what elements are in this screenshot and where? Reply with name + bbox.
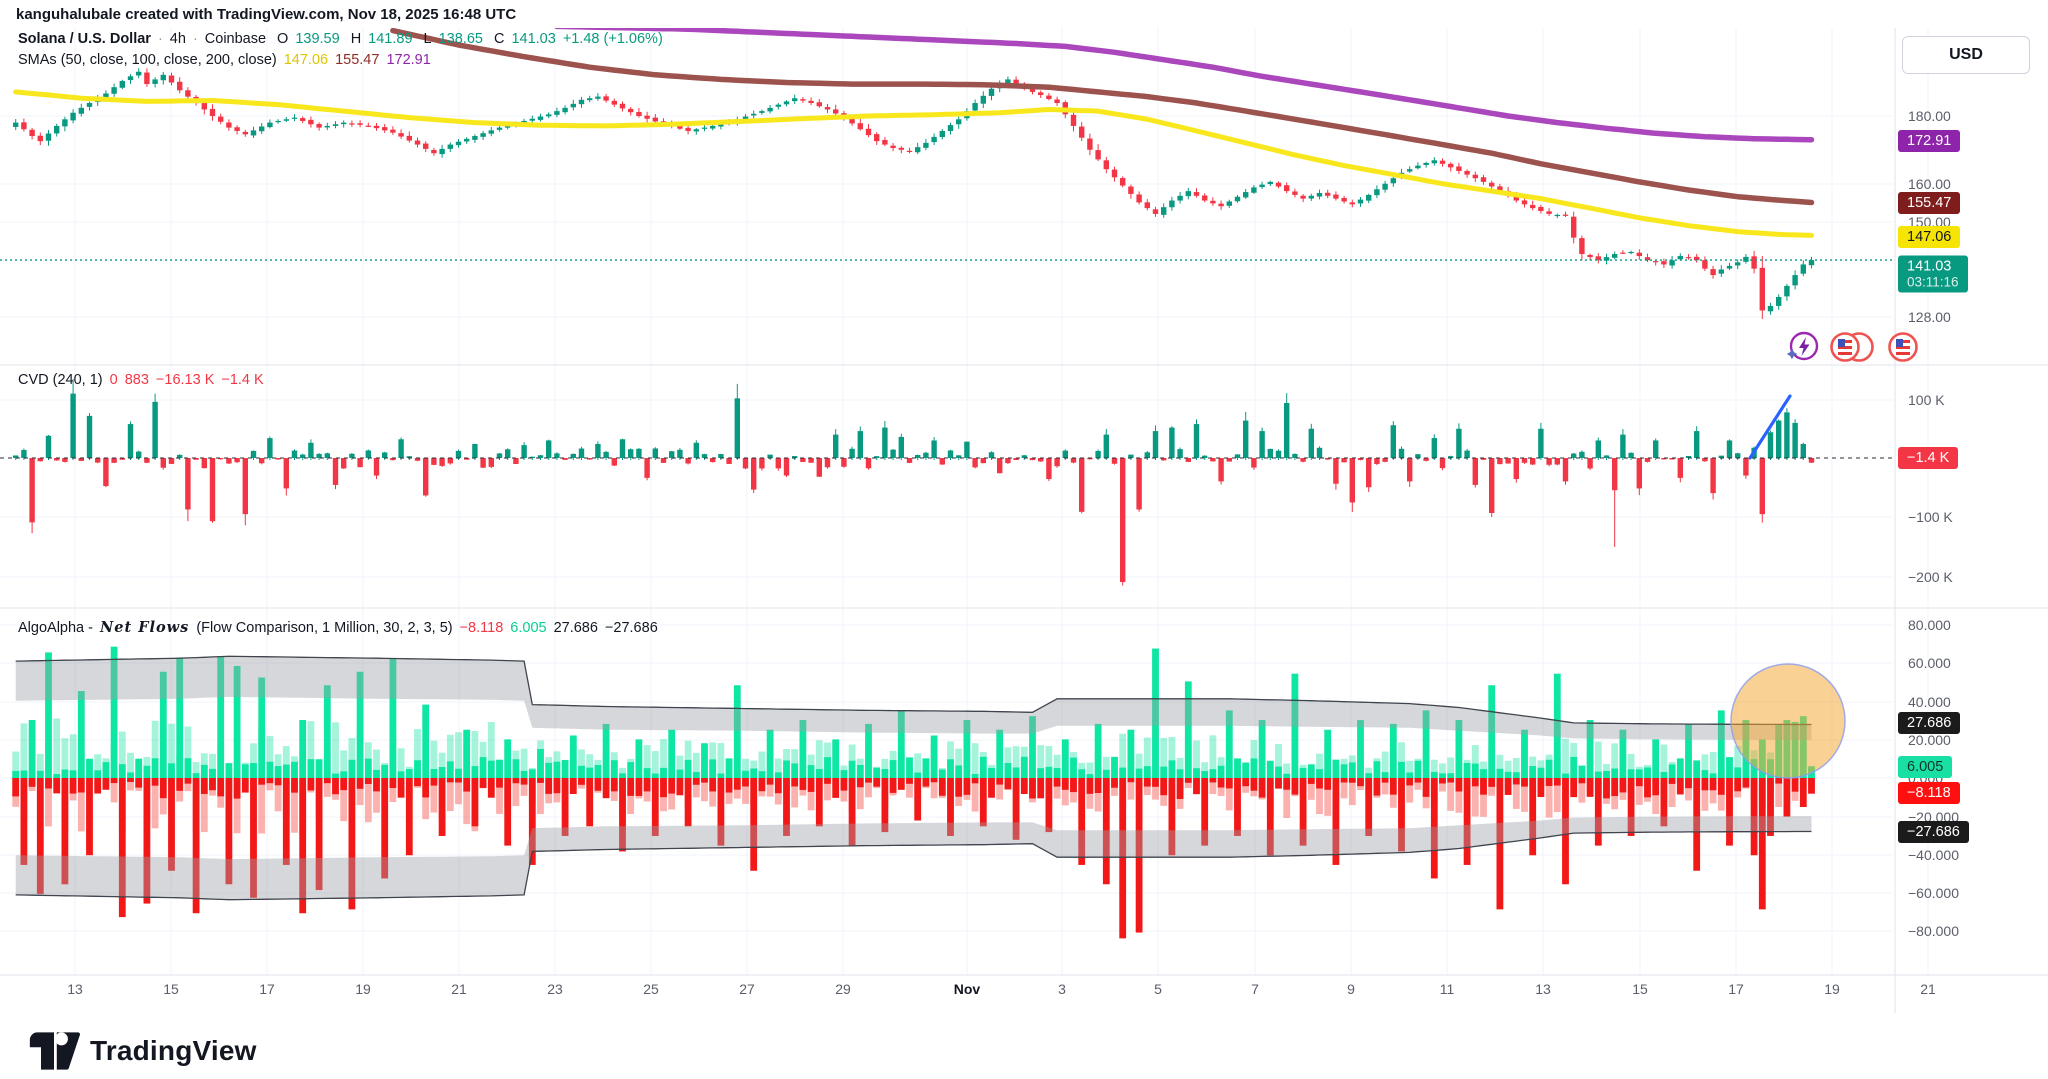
cvd-value-badge: −1.4 K — [1898, 447, 1959, 469]
sma-legend[interactable]: SMAs (50, close, 100, close, 200, close)… — [18, 52, 431, 68]
time-axis-label: Nov — [953, 981, 981, 997]
price-axis-label: 128.00 — [1908, 309, 1951, 325]
time-axis-label: 17 — [259, 981, 275, 997]
price-axis-label: 100 K — [1908, 392, 1945, 408]
cvd-value-2: 883 — [124, 372, 149, 388]
cvd-legend[interactable]: CVD (240, 1) 0 883 −16.13 K −1.4 K — [18, 372, 264, 388]
cvd-value-4: −1.4 K — [221, 372, 264, 388]
netflows-value-4: −27.686 — [604, 619, 658, 636]
price-axis-label: 80.000 — [1908, 617, 1951, 633]
time-axis-label: 13 — [67, 981, 83, 997]
interval-label: 4h — [169, 31, 186, 47]
time-axis-label: 25 — [643, 981, 659, 997]
time-axis-label: 15 — [163, 981, 179, 997]
time-axis-label: 29 — [835, 981, 851, 997]
cvd-panel[interactable] — [0, 379, 1893, 586]
price-axis-label: 40.000 — [1908, 694, 1951, 710]
time-axis-label: 19 — [1824, 981, 1840, 997]
time-axis-label: 21 — [451, 981, 467, 997]
open-label: O — [277, 31, 289, 47]
time-axis-label: 21 — [1920, 981, 1936, 997]
time-axis-label: 15 — [1632, 981, 1648, 997]
attribution-text: kanguhalubale created with TradingView.c… — [16, 6, 517, 23]
flow-down-badge: −8.118 — [1898, 782, 1960, 804]
time-axis-label: 3 — [1058, 981, 1066, 997]
symbol-legend[interactable]: Solana / U.S. Dollar · 4h · Coinbase O 1… — [18, 31, 663, 47]
sma100-value: 155.47 — [335, 52, 380, 68]
time-axis-label: 11 — [1439, 981, 1455, 997]
time-axis-label: 17 — [1728, 981, 1744, 997]
netflows-value-1: −8.118 — [459, 619, 504, 636]
sma50-badge: 147.06 — [1898, 226, 1961, 248]
netflows-bars — [12, 646, 1815, 939]
sma-legend-label: SMAs (50, close, 100, close, 200, close) — [18, 52, 277, 68]
sma50-value: 147.06 — [283, 52, 329, 68]
netflows-value-3: 27.686 — [553, 619, 598, 636]
grid-lines — [0, 28, 1929, 975]
netflows-value-2: 6.005 — [510, 619, 547, 636]
us-economic-event-icon-double[interactable] — [1828, 330, 1878, 364]
open-value: 139.59 — [295, 31, 340, 47]
low-label: L — [423, 31, 432, 47]
price-axis-label: 20.000 — [1908, 732, 1951, 748]
change-value: +1.48 (+1.06%) — [562, 31, 663, 47]
price-panel[interactable] — [13, 26, 1815, 320]
time-axis-label: 13 — [1535, 981, 1551, 997]
last-price-badge: 141.03 03:11:16 — [1898, 255, 1968, 293]
netflows-legend[interactable]: AlgoAlpha - Net Flows (Flow Comparison, … — [18, 619, 658, 636]
close-value: 141.03 — [511, 31, 556, 47]
price-axis-label: −60.000 — [1908, 885, 1959, 901]
netflows-panel[interactable] — [12, 646, 1846, 939]
tradingview-logo-text: TradingView — [90, 1035, 257, 1066]
high-label: H — [350, 31, 362, 47]
band-lower-badge: −27.686 — [1898, 821, 1969, 843]
cvd-value-3: −16.13 K — [155, 372, 215, 388]
tradingview-logo-mark — [29, 1032, 80, 1070]
cvd-value-1: 0 — [109, 372, 118, 388]
time-axis-label: 23 — [547, 981, 563, 997]
us-economic-event-icon[interactable] — [1886, 330, 1920, 364]
low-value: 138.65 — [438, 31, 483, 47]
price-axis-label: 160.00 — [1908, 176, 1951, 192]
price-axis-label: −200 K — [1908, 569, 1953, 585]
separator-dot: · — [157, 31, 163, 47]
high-value: 141.89 — [368, 31, 413, 47]
time-axis-label: 9 — [1347, 981, 1355, 997]
sma200-badge: 172.91 — [1898, 130, 1961, 152]
flow-up-badge: 6.005 — [1898, 756, 1953, 778]
time-axis-label: 5 — [1154, 981, 1162, 997]
symbol-title: Solana / U.S. Dollar — [18, 31, 151, 47]
price-axis-label: −40.000 — [1908, 847, 1959, 863]
price-axis-label: −100 K — [1908, 509, 1953, 525]
tradingview-logo[interactable]: TradingView — [28, 1030, 257, 1072]
price-axis-label: 60.000 — [1908, 655, 1951, 671]
close-label: C — [493, 31, 505, 47]
price-axis-label: 180.00 — [1908, 108, 1951, 124]
separator-dot: · — [192, 31, 198, 47]
time-axis-label: 19 — [355, 981, 371, 997]
band-upper-badge: 27.686 — [1898, 712, 1961, 734]
currency-usd-button[interactable]: USD — [1902, 36, 2030, 74]
netflows-params: (Flow Comparison, 1 Million, 30, 2, 3, 5… — [196, 619, 453, 636]
time-axis-label: 27 — [739, 981, 755, 997]
price-axis-label: −80.000 — [1908, 923, 1959, 939]
highlight-circle-annotation[interactable] — [1730, 663, 1846, 779]
flash-event-icon[interactable] — [1786, 330, 1820, 364]
sma200-value: 172.91 — [386, 52, 431, 68]
netflows-brand: AlgoAlpha - — [18, 619, 93, 636]
cvd-title: CVD (240, 1) — [18, 372, 103, 388]
time-axis-label: 7 — [1251, 981, 1259, 997]
event-icons-row — [1786, 330, 1920, 364]
exchange-label: Coinbase — [204, 31, 267, 47]
sma100-badge: 155.47 — [1898, 192, 1961, 214]
netflows-title: Net Flows — [99, 619, 190, 636]
